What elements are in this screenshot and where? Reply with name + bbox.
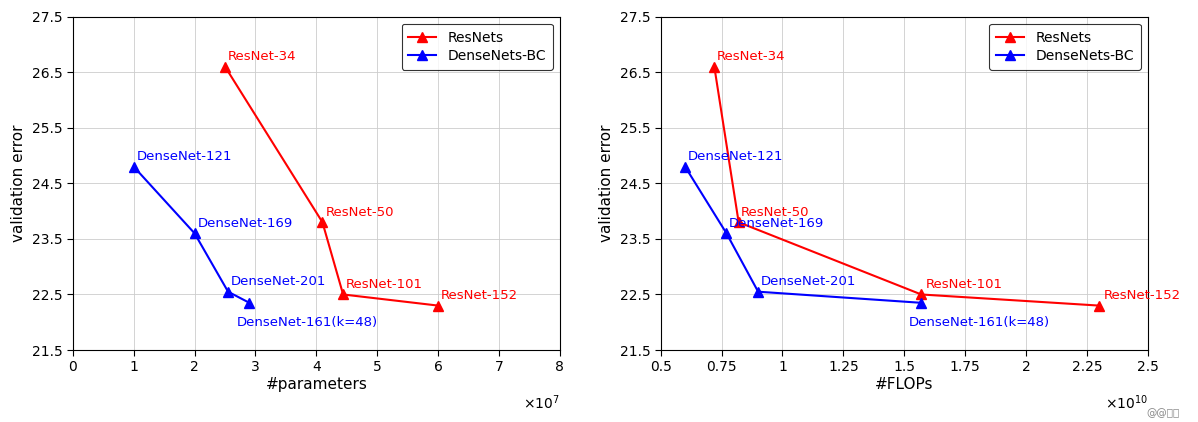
DenseNets-BC xyxy=(719,231,733,236)
Text: DenseNet-169: DenseNet-169 xyxy=(728,217,824,230)
ResNets xyxy=(431,303,446,308)
ResNets xyxy=(1091,303,1106,308)
Text: $\times\mathregular{10^{7}}$: $\times\mathregular{10^{7}}$ xyxy=(524,393,559,412)
DenseNets-BC xyxy=(751,289,766,294)
Text: $\times\mathregular{10^{10}}$: $\times\mathregular{10^{10}}$ xyxy=(1105,393,1148,412)
Text: DenseNet-169: DenseNet-169 xyxy=(198,217,292,230)
Text: DenseNet-201: DenseNet-201 xyxy=(231,276,327,288)
Text: ResNet-34: ResNet-34 xyxy=(228,50,297,63)
ResNets xyxy=(315,220,329,225)
Text: DenseNet-201: DenseNet-201 xyxy=(761,276,855,288)
ResNets xyxy=(732,220,746,225)
Legend: ResNets, DenseNets-BC: ResNets, DenseNets-BC xyxy=(401,24,553,70)
Text: ResNet-152: ResNet-152 xyxy=(1103,289,1181,302)
Y-axis label: validation error: validation error xyxy=(11,124,26,242)
ResNets xyxy=(707,64,721,69)
DenseNets-BC xyxy=(914,300,928,306)
ResNets xyxy=(218,64,232,69)
Text: ResNet-101: ResNet-101 xyxy=(926,278,1003,291)
Text: ResNet-50: ResNet-50 xyxy=(742,206,810,219)
DenseNets-BC xyxy=(127,164,141,169)
Line: DenseNets-BC: DenseNets-BC xyxy=(129,162,254,308)
Text: DenseNet-161(k=48): DenseNet-161(k=48) xyxy=(237,316,379,329)
Text: ResNet-34: ResNet-34 xyxy=(716,50,785,63)
Legend: ResNets, DenseNets-BC: ResNets, DenseNets-BC xyxy=(990,24,1140,70)
Text: ResNet-50: ResNet-50 xyxy=(326,206,394,219)
X-axis label: #parameters: #parameters xyxy=(266,377,368,392)
DenseNets-BC xyxy=(220,289,235,294)
Line: DenseNets-BC: DenseNets-BC xyxy=(680,162,926,308)
Text: DenseNet-121: DenseNet-121 xyxy=(137,150,232,163)
Text: ResNet-101: ResNet-101 xyxy=(346,278,423,291)
Line: ResNets: ResNets xyxy=(709,62,1103,311)
Text: ResNet-152: ResNet-152 xyxy=(441,289,519,302)
DenseNets-BC xyxy=(678,164,692,169)
Line: ResNets: ResNets xyxy=(220,62,443,311)
DenseNets-BC xyxy=(187,231,201,236)
Text: DenseNet-161(k=48): DenseNet-161(k=48) xyxy=(909,316,1051,329)
X-axis label: #FLOPs: #FLOPs xyxy=(875,377,933,392)
Text: @@然然: @@然然 xyxy=(1146,408,1180,418)
ResNets xyxy=(914,292,928,297)
Y-axis label: validation error: validation error xyxy=(599,124,615,242)
ResNets xyxy=(335,292,350,297)
Text: DenseNet-121: DenseNet-121 xyxy=(688,150,783,163)
DenseNets-BC xyxy=(242,300,256,306)
